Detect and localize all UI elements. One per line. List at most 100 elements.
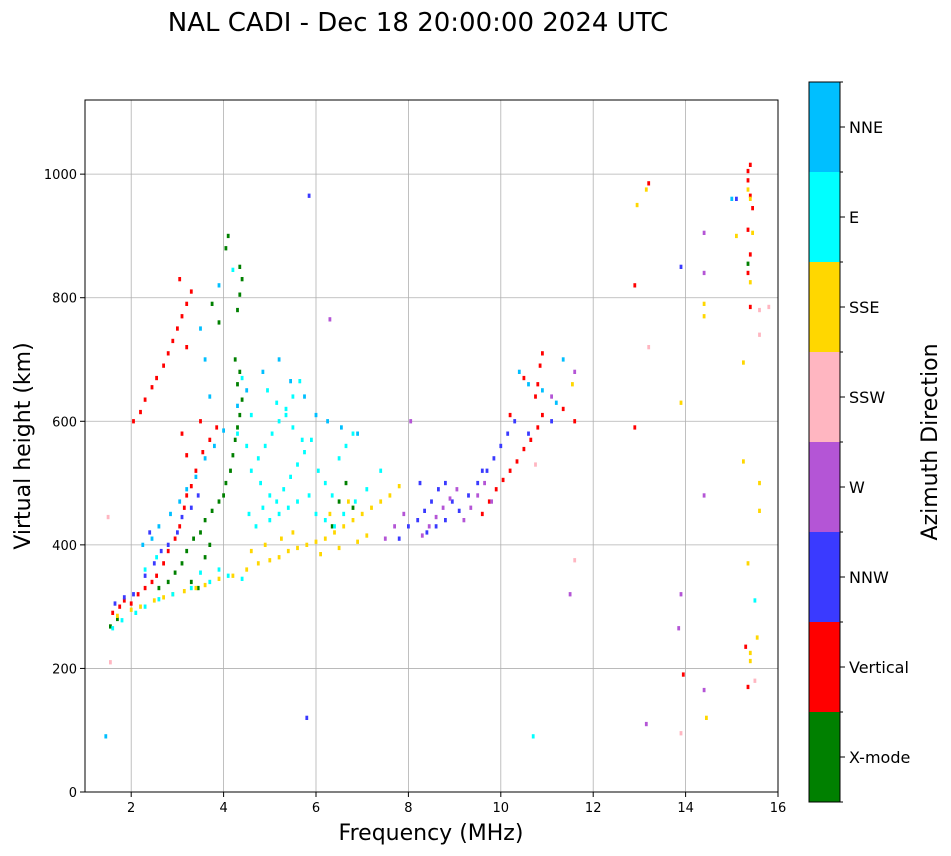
- data-point: [259, 480, 262, 486]
- data-point: [746, 178, 750, 183]
- data-point: [236, 425, 239, 430]
- data-point: [139, 409, 142, 415]
- data-point: [116, 613, 119, 618]
- data-point: [224, 480, 228, 486]
- data-point: [277, 555, 281, 560]
- data-point: [379, 468, 383, 473]
- data-point: [162, 363, 165, 368]
- data-point: [751, 230, 754, 235]
- data-point: [644, 721, 648, 727]
- data-point: [196, 493, 200, 498]
- data-point: [236, 307, 239, 313]
- data-point: [268, 558, 272, 563]
- data-point: [210, 301, 214, 306]
- series-sse: [116, 187, 761, 720]
- data-point: [323, 536, 327, 541]
- data-point: [134, 610, 138, 615]
- data-point: [328, 511, 332, 517]
- data-point: [249, 548, 253, 554]
- data-point: [231, 573, 235, 578]
- data-point: [508, 468, 512, 473]
- data-point: [342, 524, 346, 529]
- data-point: [111, 626, 115, 631]
- data-point: [213, 443, 216, 449]
- data-point: [305, 715, 309, 720]
- data-point: [236, 431, 239, 436]
- data-point: [189, 505, 193, 510]
- data-point: [462, 518, 466, 523]
- data-point: [247, 511, 251, 517]
- data-point: [767, 304, 771, 310]
- data-point: [681, 672, 685, 677]
- data-point: [316, 468, 320, 473]
- colorbar-segment: [809, 532, 840, 622]
- data-point: [351, 431, 355, 436]
- data-point: [476, 480, 480, 486]
- data-point: [536, 425, 540, 430]
- y-tick-label: 600: [52, 415, 77, 430]
- data-point: [425, 530, 429, 535]
- plot-frame: [84, 99, 779, 793]
- data-point: [748, 162, 752, 167]
- data-point: [633, 425, 637, 430]
- data-point: [286, 505, 290, 510]
- data-point: [702, 687, 706, 693]
- data-point: [194, 474, 198, 479]
- data-point: [217, 576, 221, 581]
- data-point: [291, 530, 295, 535]
- data-point: [467, 493, 470, 498]
- data-point: [238, 412, 242, 418]
- data-point: [109, 660, 112, 665]
- data-point: [755, 635, 759, 640]
- data-point: [561, 406, 565, 412]
- data-point: [444, 518, 447, 523]
- data-point: [441, 505, 445, 510]
- data-point: [143, 573, 147, 578]
- data-point: [314, 511, 318, 517]
- data-point: [490, 499, 493, 504]
- data-point: [296, 462, 299, 467]
- data-point: [487, 499, 491, 504]
- data-point: [340, 425, 343, 430]
- colorbar-label: SSW: [849, 388, 885, 407]
- data-point: [120, 618, 124, 623]
- data-point: [330, 524, 334, 529]
- data-point: [746, 684, 750, 690]
- data-point: [457, 508, 461, 513]
- data-point: [240, 277, 244, 282]
- data-point: [275, 400, 279, 405]
- data-point: [217, 283, 221, 288]
- data-point: [326, 419, 329, 424]
- data-point: [215, 425, 219, 430]
- x-tick-label: 8: [404, 801, 412, 816]
- data-point: [469, 505, 473, 510]
- data-point: [162, 561, 165, 566]
- data-point: [323, 480, 327, 486]
- data-point: [150, 536, 154, 541]
- data-point: [199, 419, 202, 424]
- data-point: [173, 536, 177, 541]
- data-point: [194, 585, 198, 591]
- data-point: [508, 412, 512, 418]
- data-point: [176, 326, 179, 331]
- series-x-mode: [109, 233, 750, 629]
- data-point: [679, 592, 683, 597]
- data-point: [333, 530, 336, 535]
- data-point: [492, 456, 496, 461]
- data-point: [226, 573, 230, 578]
- data-point: [573, 558, 577, 563]
- data-point: [284, 406, 288, 412]
- data-point: [277, 357, 281, 362]
- colorbar-segment: [809, 262, 840, 352]
- data-point: [263, 542, 267, 547]
- data-point: [224, 246, 228, 251]
- data-point: [483, 480, 486, 486]
- data-point: [356, 431, 359, 436]
- data-point: [203, 555, 207, 560]
- series-e: [111, 267, 757, 739]
- data-point: [485, 468, 489, 473]
- data-point: [434, 524, 438, 529]
- data-point: [296, 499, 299, 504]
- data-point: [231, 267, 235, 272]
